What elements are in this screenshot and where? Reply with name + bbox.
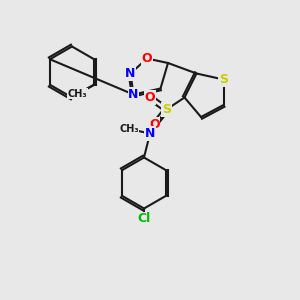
Text: CH₃: CH₃ — [68, 89, 87, 99]
Text: O: O — [145, 91, 155, 104]
Text: S: S — [162, 103, 171, 116]
Text: N: N — [125, 67, 136, 80]
Text: O: O — [149, 118, 160, 131]
Text: N: N — [128, 88, 139, 101]
Text: O: O — [142, 52, 152, 65]
Text: S: S — [219, 73, 228, 86]
Text: CH₃: CH₃ — [119, 124, 139, 134]
Text: N: N — [145, 127, 155, 140]
Text: Cl: Cl — [137, 212, 151, 226]
